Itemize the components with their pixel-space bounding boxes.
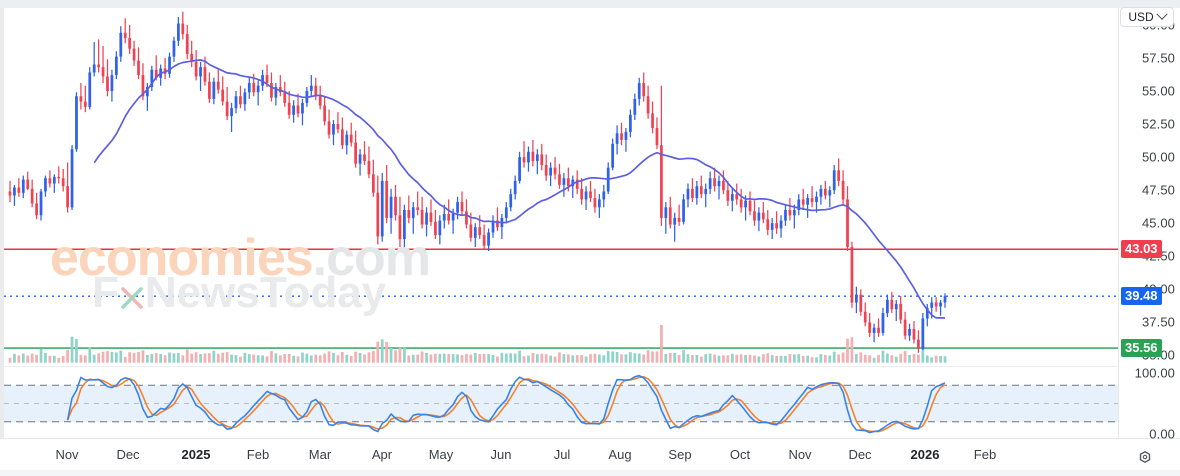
price-tick: 52.50: [1141, 116, 1175, 132]
bottom-frame-edge: [0, 470, 1180, 476]
price-tick: 47.50: [1141, 182, 1175, 198]
stochastic-indicator-plot[interactable]: [4, 367, 1118, 438]
panel-separator: [4, 366, 1118, 367]
date-tick: 2026: [910, 447, 940, 462]
date-tick: Nov: [788, 447, 812, 462]
date-axis-divider: [0, 438, 1180, 439]
date-axis[interactable]: Nov Dec 2025 Feb Mar Apr May Jun Jul Aug Sep Oct Nov…: [0, 439, 1180, 470]
price-tick: 55.00: [1141, 83, 1175, 99]
stochastic-k-line: [66, 374, 946, 434]
date-tick: 2025: [181, 447, 211, 462]
moving-average-line: [93, 59, 946, 319]
date-tick: Feb: [973, 447, 997, 462]
gear-icon[interactable]: [1137, 449, 1153, 465]
date-tick: Dec: [848, 447, 872, 462]
stochastic-tick: 0.00: [1149, 426, 1175, 442]
currency-label: USD: [1128, 10, 1154, 24]
date-tick: Sep: [668, 447, 692, 462]
date-tick: May: [428, 447, 454, 462]
price-tick: 37.50: [1141, 314, 1175, 330]
price-tick: 50.00: [1141, 149, 1175, 165]
price-axis-divider: [1118, 8, 1119, 438]
candlestick-series: [8, 11, 947, 353]
date-tick: Feb: [246, 447, 270, 462]
volume-bars: [8, 325, 947, 363]
currency-selector[interactable]: USD: [1120, 7, 1174, 27]
date-tick: Mar: [308, 447, 332, 462]
date-tick: Aug: [608, 447, 632, 462]
left-frame-edge: [0, 8, 4, 438]
price-chart-svg: [4, 11, 1118, 363]
date-tick: Nov: [55, 447, 79, 462]
top-strip: [0, 0, 1180, 8]
stochastic-d-line: [66, 376, 946, 433]
price-chart-plot[interactable]: [4, 9, 1118, 366]
price-tick: 45.00: [1141, 215, 1175, 231]
stochastic-svg: [4, 374, 1118, 434]
stochastic-tick: 100.00: [1134, 365, 1175, 381]
date-tick: Oct: [729, 447, 751, 462]
date-tick: Apr: [371, 447, 393, 462]
date-tick: Jul: [553, 447, 571, 462]
price-axis[interactable]: 60.0057.5055.0052.5050.0047.5045.0042.50…: [1119, 8, 1180, 442]
chevron-down-icon: [1156, 8, 1168, 20]
price-tick: 57.50: [1141, 50, 1175, 66]
support-badge[interactable]: 35.56: [1121, 339, 1162, 358]
resistance-badge[interactable]: 43.03: [1121, 240, 1162, 259]
last-price-badge[interactable]: 39.48: [1121, 287, 1162, 306]
date-tick: Dec: [116, 447, 140, 462]
date-tick: Jun: [490, 447, 512, 462]
